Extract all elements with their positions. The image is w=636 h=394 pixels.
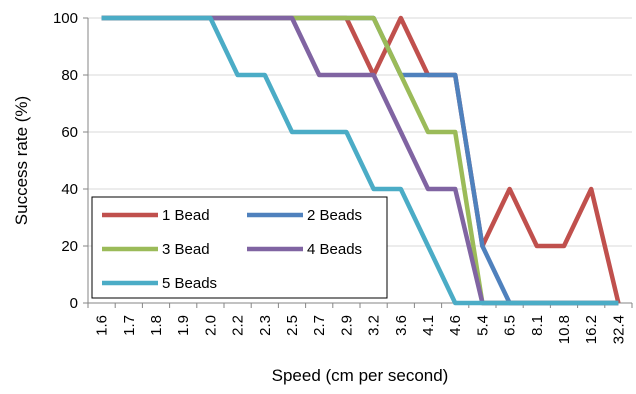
y-tick-label: 0: [70, 295, 78, 312]
x-tick-label: 2.9: [338, 315, 355, 336]
y-axis-title: Success rate (%): [12, 96, 31, 225]
y-tick-label: 100: [53, 10, 78, 27]
x-tick-label: 5.4: [474, 315, 491, 336]
series-lines: [101, 15, 621, 306]
legend-label: 4 Beads: [307, 241, 362, 258]
x-tick-label: 1.8: [148, 315, 165, 336]
y-tick-label: 20: [61, 238, 78, 255]
x-tick-label: 4.6: [447, 315, 464, 336]
y-tick-label: 80: [61, 67, 78, 84]
x-tick-label: 2.7: [311, 315, 328, 336]
x-axis-title: Speed (cm per second): [272, 366, 449, 385]
x-tick-label: 32.4: [610, 315, 627, 344]
y-tick-label: 40: [61, 181, 78, 198]
series-line-5-beads: [101, 15, 619, 306]
x-tick-label: 1.9: [175, 315, 192, 336]
legend-label: 1 Bead: [162, 207, 210, 224]
x-tick-label: 6.5: [502, 315, 519, 336]
x-tick-label: 4.1: [420, 315, 437, 336]
legend-label: 5 Beads: [162, 275, 217, 292]
x-tick-labels: 1.6 1.7 1.8 1.9 2.0 2.2 2.3 2.5 2.7 2.9 3.2 3.6 4.1 4…: [94, 315, 628, 344]
x-tick-label: 2.0: [202, 315, 219, 336]
legend-label: 3 Bead: [162, 241, 210, 258]
x-tick-label: 3.6: [393, 315, 410, 336]
x-tick-label: 8.1: [529, 315, 546, 336]
y-tick-label: 60: [61, 124, 78, 141]
x-tick-label: 1.6: [94, 315, 111, 336]
x-tick-label: 10.8: [556, 315, 573, 344]
x-tick-label: 2.5: [284, 315, 301, 336]
x-tick-label: 1.7: [121, 315, 138, 336]
legend: 1 Bead 2 Beads 3 Bead 4 Beads 5 Beads: [91, 196, 388, 299]
x-tick-label: 2.3: [257, 315, 274, 336]
y-tick-labels: 0 20 40 60 80 100: [53, 10, 78, 312]
x-tick-label: 2.2: [230, 315, 247, 336]
x-tick-label: 3.2: [366, 315, 383, 336]
x-tick-label: 16.2: [583, 315, 600, 344]
legend-label: 2 Beads: [307, 207, 362, 224]
